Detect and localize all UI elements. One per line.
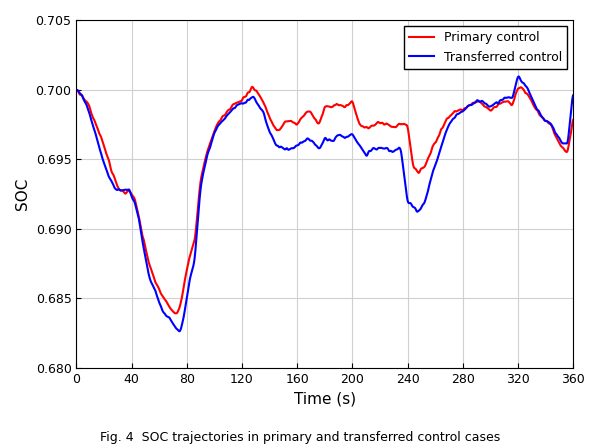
Primary control: [73, 87, 80, 92]
Primary control: [248, 84, 256, 90]
Primary control: [569, 117, 577, 123]
Text: Fig. 4  SOC trajectories in primary and transferred control cases: Fig. 4 SOC trajectories in primary and t…: [100, 431, 500, 444]
Line: Transferred control: Transferred control: [76, 77, 573, 331]
Y-axis label: SOC: SOC: [15, 178, 30, 210]
X-axis label: Time (s): Time (s): [294, 391, 356, 406]
Transferred control: [276, 145, 283, 150]
Primary control: [101, 146, 109, 151]
Primary control: [179, 290, 187, 296]
Primary control: [412, 167, 419, 172]
Transferred control: [259, 108, 266, 113]
Primary control: [276, 127, 283, 132]
Transferred control: [176, 328, 183, 334]
Transferred control: [569, 93, 577, 98]
Legend: Primary control, Transferred control: Primary control, Transferred control: [404, 26, 567, 69]
Line: Primary control: Primary control: [76, 87, 573, 313]
Transferred control: [278, 145, 286, 150]
Primary control: [259, 99, 266, 104]
Transferred control: [73, 87, 80, 93]
Primary control: [172, 310, 179, 316]
Transferred control: [101, 163, 109, 168]
Transferred control: [179, 319, 187, 324]
Transferred control: [412, 207, 419, 212]
Primary control: [278, 124, 286, 129]
Transferred control: [515, 74, 523, 79]
